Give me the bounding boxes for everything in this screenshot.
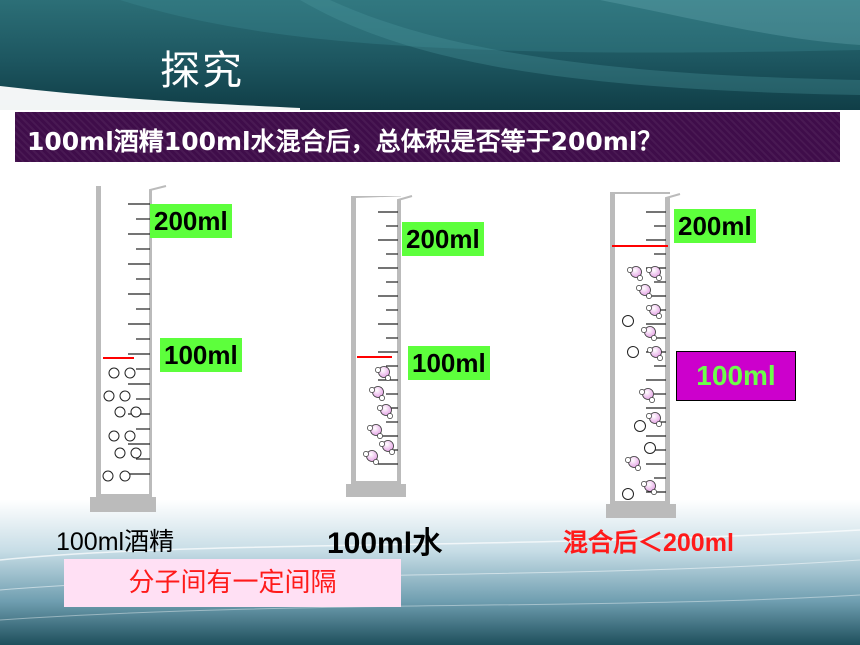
cylinder-3 <box>606 192 681 518</box>
cylinder-2 <box>346 195 413 497</box>
cylinder-1-mid-label: 100ml <box>160 338 242 372</box>
caption-water: 100ml水 <box>327 527 443 560</box>
conclusion-box: 分子间有一定间隔 <box>64 559 401 607</box>
question-bar: 100ml酒精100ml水混合后，总体积是否等于200ml？ <box>15 112 840 162</box>
slide-title: 探究 <box>160 48 244 94</box>
cylinder-3-top-label: 200ml <box>674 209 756 243</box>
header-decoration <box>0 0 860 110</box>
cylinder-1 <box>90 185 167 512</box>
header-band <box>0 0 860 110</box>
cylinder-2-top-label: 200ml <box>402 222 484 256</box>
question-text: 100ml酒精100ml水混合后，总体积是否等于200ml？ <box>27 127 663 156</box>
cylinder-3-mid-label: 100ml <box>676 351 796 401</box>
cylinder-1-top-label: 200ml <box>150 204 232 238</box>
caption-alcohol: 100ml酒精 <box>56 528 175 556</box>
cylinder-2-mid-label: 100ml <box>408 346 490 380</box>
caption-mixed: 混合后＜200ml <box>563 529 734 557</box>
